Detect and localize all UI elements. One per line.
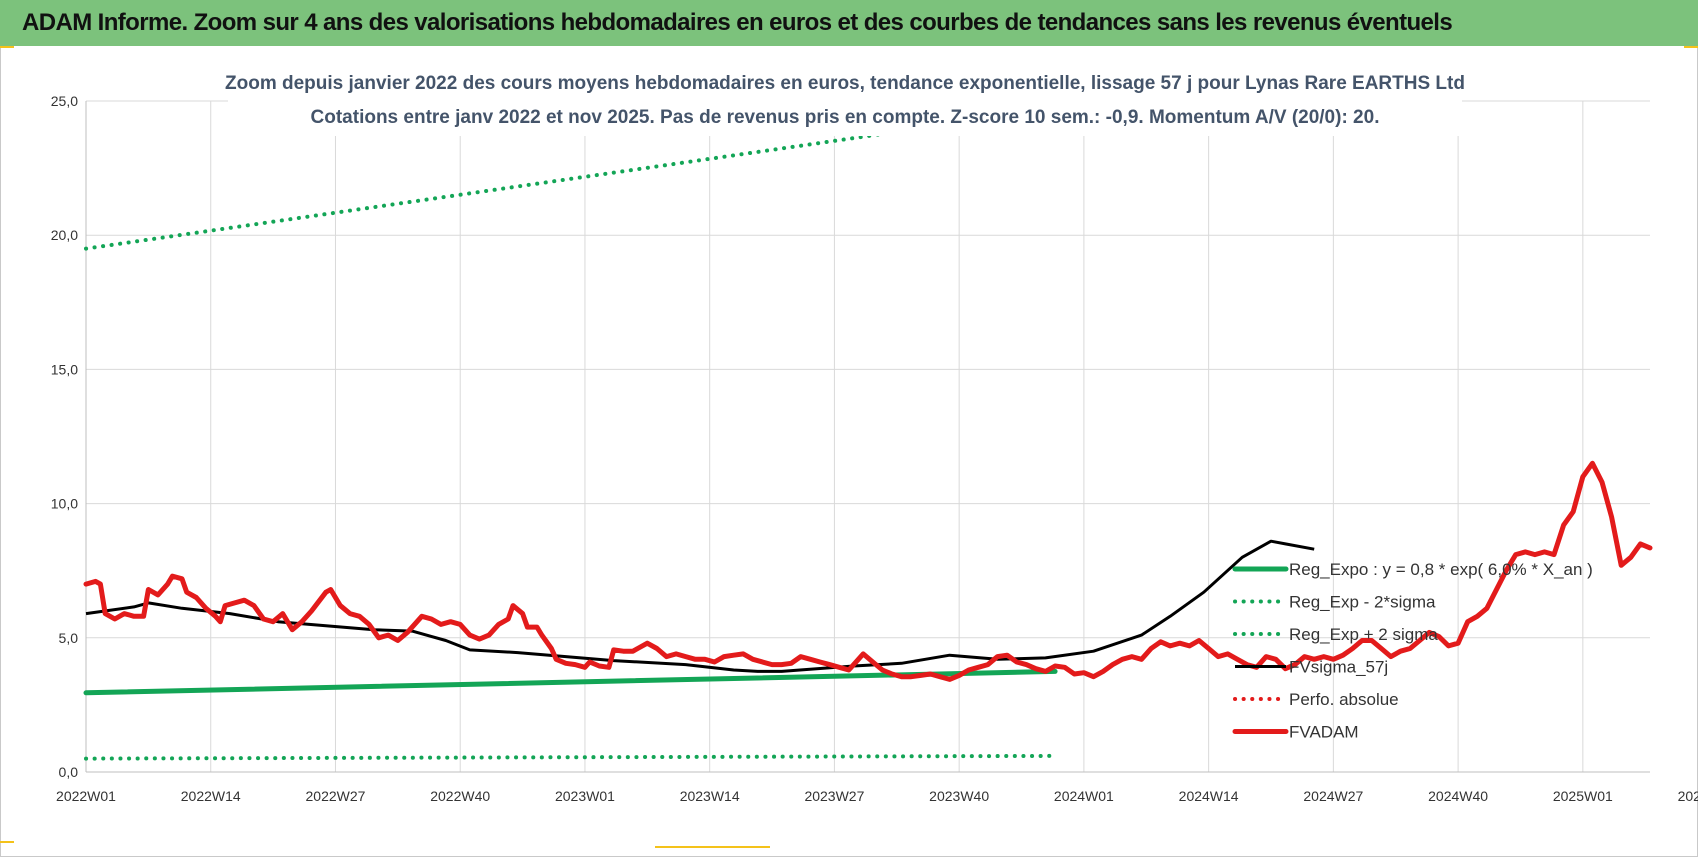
legend-label: Reg_Exp - 2*sigma: [1289, 593, 1436, 612]
chart-title: Zoom depuis janvier 2022 des cours moyen…: [225, 73, 1465, 94]
x-tick-label: 2024W01: [1054, 788, 1114, 804]
title-background: [228, 62, 1462, 136]
y-tick-label: 0,0: [59, 764, 79, 780]
x-tick-label: 2023W40: [929, 788, 989, 804]
x-tick-label: 2025W14: [1678, 788, 1698, 804]
chart-series: [83, 107, 1653, 761]
x-tick-label: 2024W27: [1303, 788, 1363, 804]
header-banner: ADAM Informe. Zoom sur 4 ans des valoris…: [0, 0, 1698, 46]
legend-label: FVADAM: [1289, 723, 1359, 742]
chart-legend: Reg_Expo : y = 0,8 * exp( 6,0% * X_an ) R…: [1232, 560, 1593, 742]
series-line-1: [84, 753, 1058, 761]
x-tick-label: 2022W27: [306, 788, 366, 804]
series-line-5: [83, 460, 1653, 682]
corner-mark-bottom-left: [0, 841, 14, 843]
x-tick-label: 2022W14: [181, 788, 241, 804]
chart-axes: 0,0 5,0 10,0 15,0 20,0 25,0 2022W01 2022W14 2022…: [51, 93, 1698, 804]
x-tick-label: 2023W01: [555, 788, 615, 804]
x-tick-label: 2022W01: [56, 788, 116, 804]
corner-mark-right: [1684, 46, 1698, 48]
y-tick-label: 10,0: [51, 496, 78, 512]
corner-mark-left: [0, 46, 14, 48]
series-line-3: [85, 539, 1315, 673]
x-tick-label: 2024W40: [1428, 788, 1488, 804]
legend-label: Reg_Exp + 2 sigma: [1289, 625, 1438, 644]
chart-subtitle: Cotations entre janv 2022 et nov 2025. P…: [311, 107, 1380, 128]
x-tick-label: 2023W27: [804, 788, 864, 804]
y-tick-label: 5,0: [59, 630, 79, 646]
corner-mark-bottom-center: [655, 846, 770, 848]
legend-label: Perfo. absolue: [1289, 690, 1399, 709]
y-tick-label: 25,0: [51, 93, 78, 109]
x-tick-label: 2023W14: [680, 788, 740, 804]
x-tick-label: 2024W14: [1179, 788, 1239, 804]
legend-label: FVsigma_57j: [1289, 658, 1388, 677]
y-tick-label: 20,0: [51, 227, 78, 243]
legend-label: Reg_Expo : y = 0,8 * exp( 6,0% * X_an ): [1289, 560, 1593, 579]
x-tick-label: 2022W40: [430, 788, 490, 804]
y-tick-label: 15,0: [51, 361, 78, 377]
x-tick-label: 2025W01: [1553, 788, 1613, 804]
banner-title: ADAM Informe. Zoom sur 4 ans des valoris…: [22, 9, 1453, 36]
